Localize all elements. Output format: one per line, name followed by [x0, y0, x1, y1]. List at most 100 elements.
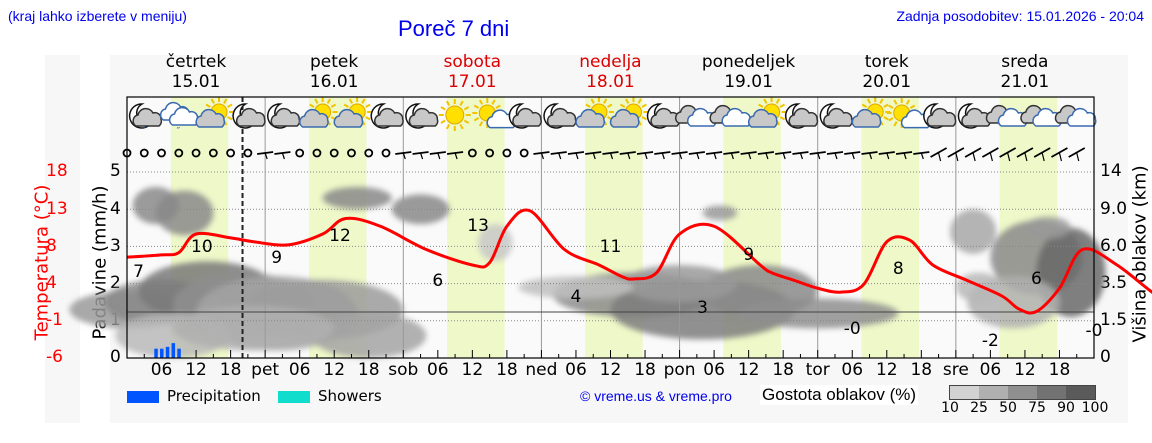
- cloud-density-label: Gostota oblakov (%): [760, 385, 919, 405]
- precipitation-swatch: [127, 390, 159, 403]
- day-header-2: sobota 17.01: [403, 52, 541, 92]
- hour-label: 18: [910, 360, 933, 380]
- overcast-icon: [1054, 104, 1097, 127]
- location-hint: (kraj lahko izberete v meniju): [8, 8, 187, 24]
- hour-label: 12: [323, 360, 346, 380]
- day-header-1: petek 16.01: [265, 52, 403, 92]
- temperature-line: [126, 208, 1152, 315]
- day-short-label: ned: [525, 360, 558, 380]
- night-cloudy-icon: [232, 103, 266, 129]
- day-short-label: pet: [251, 360, 280, 380]
- cloud-density-scale: [949, 385, 1096, 400]
- partly-sunny-icon: [748, 97, 787, 128]
- day-header-5: torek 20.01: [818, 52, 956, 92]
- density-scale-label: 75: [1028, 400, 1046, 416]
- day-date: 19.01: [724, 72, 773, 92]
- overcast-icon: [709, 104, 752, 127]
- page-title: Poreč 7 dni: [398, 16, 510, 41]
- copyright-link[interactable]: © vreme.us & vreme.pro: [580, 388, 732, 404]
- hour-label: 18: [772, 360, 794, 380]
- hour-label: 06: [841, 360, 864, 380]
- cloudy-rain-icon: ″: [159, 101, 199, 137]
- night-cloudy-rain-icon: ″: [128, 103, 163, 137]
- density-scale-label: 100: [1081, 400, 1109, 416]
- hour-label: 12: [1014, 360, 1036, 380]
- partly-sunny-icon: [333, 97, 373, 128]
- temp-value-label: 9: [271, 248, 282, 268]
- day-short-label: tor: [805, 360, 830, 380]
- day-header-4: ponedeljek 19.01: [680, 52, 818, 92]
- density-scale-label: 25: [970, 400, 988, 416]
- hour-label: 06: [565, 360, 587, 380]
- showers-swatch: [278, 390, 310, 403]
- density-scale-label: 10: [941, 400, 959, 416]
- cloud-height-tick: 0: [1100, 347, 1111, 367]
- hour-label: 12: [599, 360, 622, 380]
- day-date: 21.01: [1000, 72, 1050, 92]
- hour-label: 12: [461, 360, 484, 380]
- night-cloudy-icon: [370, 103, 404, 129]
- hour-label: 18: [1048, 360, 1071, 380]
- temp-tick: 18: [46, 161, 68, 181]
- day-header-0: četrtek 15.01: [127, 52, 265, 92]
- temp-value-label: 11: [600, 237, 622, 257]
- hour-label: 18: [634, 360, 656, 380]
- temp-tick: -1: [46, 310, 63, 330]
- day-name: petek: [310, 52, 359, 72]
- svg-text:″: ″: [142, 126, 146, 137]
- day-header-3: nedelja 18.01: [541, 52, 679, 92]
- legend-showers: Showers: [278, 387, 382, 405]
- overcast-icon: [1020, 104, 1063, 127]
- day-header-6: sreda 21.01: [956, 52, 1094, 92]
- night-cloudy-icon: [923, 103, 957, 129]
- cloud-height-tick: 1.5: [1100, 310, 1128, 330]
- day-date: 20.01: [862, 72, 912, 92]
- precip-tick: 2: [110, 273, 121, 293]
- hour-label: 18: [496, 360, 518, 380]
- temp-value-label: -2: [982, 331, 999, 351]
- hour-label: 12: [185, 360, 207, 380]
- day-date: 18.01: [586, 72, 635, 92]
- temp-tick: 8: [46, 236, 57, 256]
- cloud-height-tick: 9.0: [1100, 199, 1128, 219]
- night-cloudy-icon: [784, 103, 819, 129]
- temp-value-label: 3: [697, 298, 708, 318]
- sunny-small-cloud-icon: [886, 98, 931, 129]
- partly-sunny-icon: [851, 97, 891, 128]
- day-name: nedelja: [579, 52, 642, 72]
- temp-value-label: 8: [893, 259, 904, 279]
- temp-tick: 13: [46, 199, 68, 219]
- day-name: ponedeljek: [701, 52, 796, 72]
- day-date: 15.01: [171, 72, 221, 92]
- precip-tick: 3: [110, 236, 121, 256]
- hour-label: 06: [288, 360, 311, 380]
- density-scale-label: 50: [999, 400, 1017, 416]
- day-name: četrtek: [165, 52, 227, 72]
- hour-label: 12: [875, 360, 898, 380]
- partly-sunny-icon: [299, 97, 338, 128]
- density-scale-label: 90: [1057, 400, 1075, 416]
- day-name: sreda: [1001, 52, 1049, 72]
- sunny-icon: [438, 99, 471, 131]
- legend-precipitation: Precipitation: [127, 387, 261, 405]
- day-name: torek: [864, 52, 909, 72]
- day-short-label: sre: [942, 360, 969, 380]
- temp-value-label: 6: [432, 271, 443, 291]
- day-date: 17.01: [447, 72, 497, 92]
- hour-label: 06: [150, 360, 173, 380]
- day-short-label: pon: [663, 360, 696, 380]
- precipitation-bars: [154, 343, 181, 358]
- day-date: 16.01: [309, 72, 359, 92]
- temp-tick: 4: [46, 273, 57, 293]
- temp-value-label: 13: [467, 216, 489, 236]
- temp-value-label: 10: [191, 237, 213, 257]
- precip-tick: 5: [110, 161, 121, 181]
- night-cloudy-icon: [508, 103, 542, 129]
- temp-axis-panel: [45, 55, 80, 423]
- wind-barbs: [122, 147, 1086, 162]
- overcast-icon: [675, 104, 717, 127]
- temp-value-label: 9: [743, 245, 754, 265]
- hour-label: 12: [737, 360, 760, 380]
